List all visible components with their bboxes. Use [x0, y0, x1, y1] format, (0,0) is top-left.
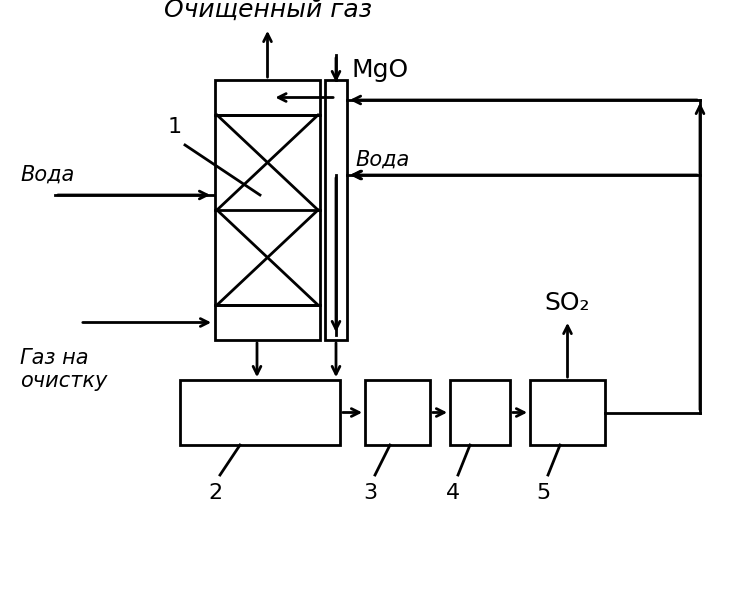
Text: 4: 4 — [446, 483, 460, 503]
Bar — [365, 380, 430, 445]
Text: SO₂: SO₂ — [545, 291, 590, 315]
Bar — [215, 305, 320, 340]
Bar — [450, 380, 510, 445]
Text: 3: 3 — [363, 483, 377, 503]
Text: Газ на
очистку: Газ на очистку — [20, 348, 107, 391]
Bar — [215, 115, 320, 305]
Bar — [325, 80, 347, 340]
Text: MgO: MgO — [351, 58, 408, 82]
Text: Вода: Вода — [355, 150, 409, 170]
Text: Очищенный газ: Очищенный газ — [164, 0, 371, 22]
Bar — [530, 380, 605, 445]
Text: 5: 5 — [536, 483, 550, 503]
Text: 1: 1 — [168, 117, 182, 137]
Text: 2: 2 — [208, 483, 222, 503]
Text: Вода: Вода — [20, 165, 74, 185]
Bar — [180, 380, 340, 445]
Bar — [215, 80, 320, 115]
